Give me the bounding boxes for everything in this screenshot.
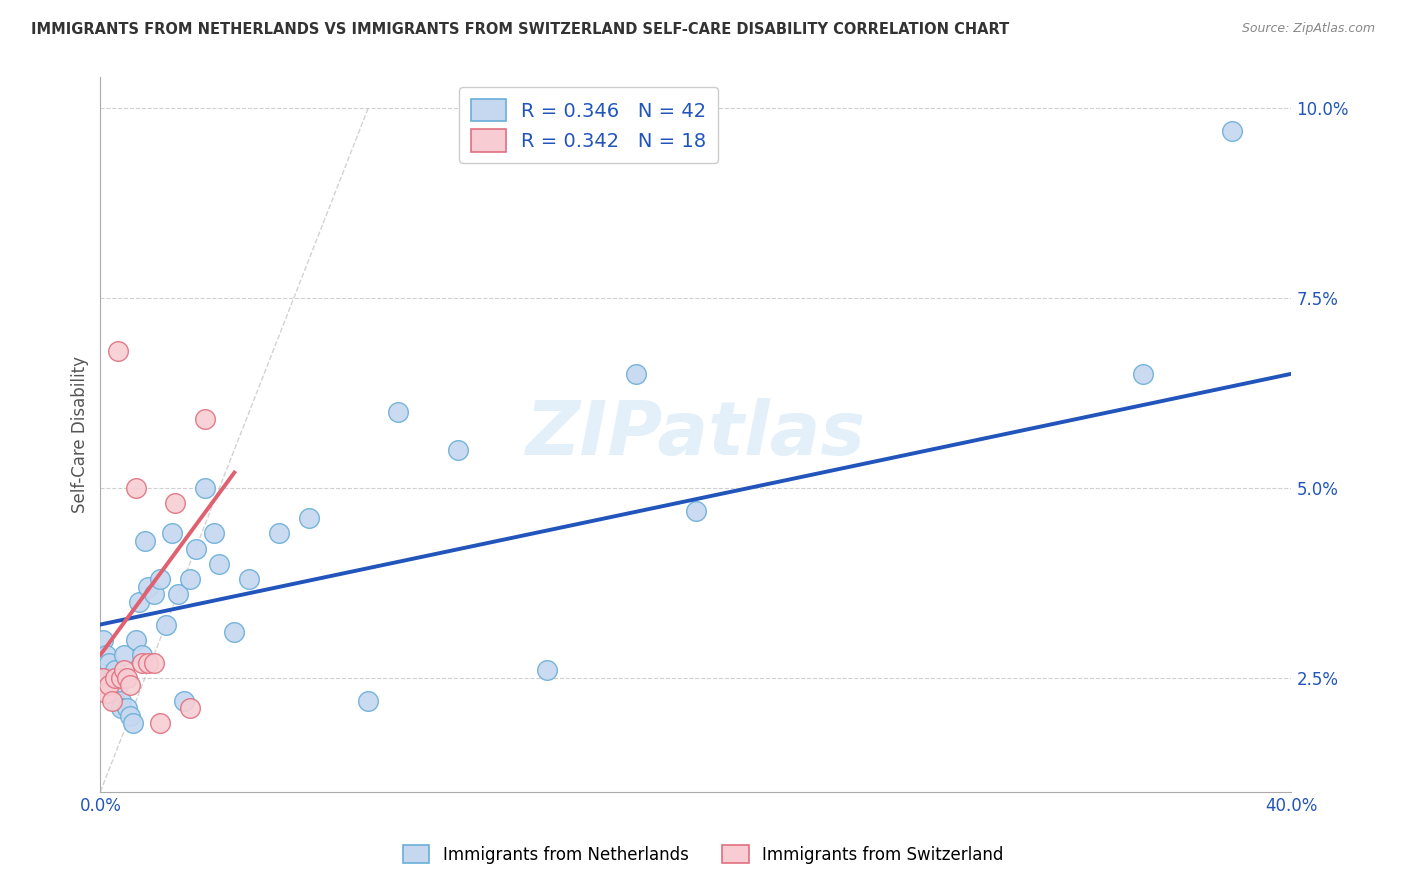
Point <box>194 481 217 495</box>
Point <box>98 678 121 692</box>
Point <box>626 367 648 381</box>
Text: Source: ZipAtlas.com: Source: ZipAtlas.com <box>1241 22 1375 36</box>
Point <box>142 656 165 670</box>
Point <box>91 671 114 685</box>
Point <box>122 716 145 731</box>
Legend: R = 0.346   N = 42, R = 0.342   N = 18: R = 0.346 N = 42, R = 0.342 N = 18 <box>460 87 718 163</box>
Point <box>1220 123 1243 137</box>
Point <box>110 693 132 707</box>
Point <box>104 663 127 677</box>
Point <box>107 678 129 692</box>
Point <box>136 580 159 594</box>
Point <box>104 671 127 685</box>
Point <box>149 716 172 731</box>
Point <box>136 656 159 670</box>
Point <box>131 648 153 662</box>
Point <box>101 693 124 707</box>
Point <box>110 671 132 685</box>
Point <box>112 663 135 677</box>
Point <box>125 481 148 495</box>
Point <box>357 693 380 707</box>
Point <box>267 526 290 541</box>
Point <box>128 595 150 609</box>
Point <box>536 663 558 677</box>
Point <box>96 686 118 700</box>
Text: IMMIGRANTS FROM NETHERLANDS VS IMMIGRANTS FROM SWITZERLAND SELF-CARE DISABILITY : IMMIGRANTS FROM NETHERLANDS VS IMMIGRANT… <box>31 22 1010 37</box>
Point <box>98 656 121 670</box>
Point <box>149 572 172 586</box>
Point <box>447 442 470 457</box>
Point <box>104 693 127 707</box>
Point <box>194 412 217 426</box>
Point <box>184 541 207 556</box>
Point <box>179 572 201 586</box>
Point <box>112 648 135 662</box>
Point <box>298 511 321 525</box>
Point <box>142 587 165 601</box>
Point <box>131 656 153 670</box>
Point <box>179 701 201 715</box>
Point <box>115 671 138 685</box>
Point <box>160 526 183 541</box>
Text: ZIPatlas: ZIPatlas <box>526 398 866 471</box>
Point <box>120 708 142 723</box>
Point <box>1132 367 1154 381</box>
Point <box>387 405 409 419</box>
Point <box>115 701 138 715</box>
Point <box>110 701 132 715</box>
Point <box>125 632 148 647</box>
Point <box>96 648 118 662</box>
Point <box>91 632 114 647</box>
Legend: Immigrants from Netherlands, Immigrants from Switzerland: Immigrants from Netherlands, Immigrants … <box>396 838 1010 871</box>
Point <box>208 557 231 571</box>
Point <box>107 343 129 358</box>
Point <box>685 503 707 517</box>
Point <box>238 572 260 586</box>
Point <box>134 533 156 548</box>
Point <box>101 671 124 685</box>
Point <box>120 678 142 692</box>
Point <box>224 625 246 640</box>
Point <box>202 526 225 541</box>
Point <box>173 693 195 707</box>
Y-axis label: Self-Care Disability: Self-Care Disability <box>72 356 89 513</box>
Point <box>155 617 177 632</box>
Point <box>166 587 188 601</box>
Point <box>98 671 121 685</box>
Point <box>163 496 186 510</box>
